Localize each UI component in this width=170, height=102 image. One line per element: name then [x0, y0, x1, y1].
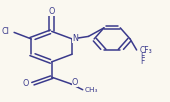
Text: Cl: Cl: [1, 27, 9, 36]
Text: O: O: [72, 78, 78, 87]
Text: F: F: [140, 57, 144, 66]
Text: O: O: [22, 79, 29, 88]
Text: CF₃: CF₃: [140, 46, 153, 55]
Text: F: F: [140, 52, 144, 61]
Text: N: N: [72, 34, 78, 43]
Text: CH₃: CH₃: [84, 87, 98, 93]
Text: O: O: [48, 7, 55, 16]
